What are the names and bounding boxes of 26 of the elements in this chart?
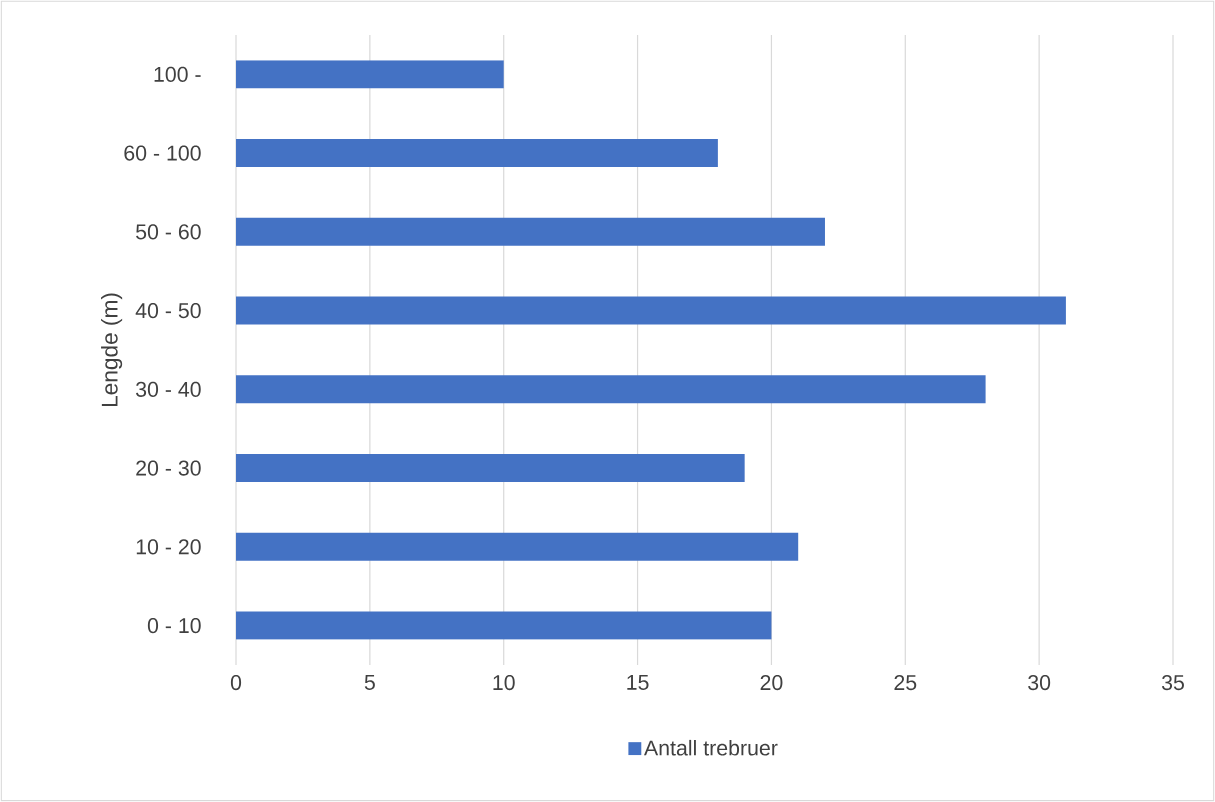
- x-tick-label: 10: [493, 675, 515, 691]
- y-tick-label: 50 - 60: [136, 224, 201, 240]
- x-tick-label: 0: [230, 675, 242, 691]
- bar: [236, 532, 799, 561]
- y-tick-label: 100 -: [154, 66, 201, 82]
- x-tick-label: 15: [627, 675, 649, 690]
- y-tick-label: 20 - 30: [136, 460, 201, 476]
- bar: [236, 454, 745, 483]
- y-tick-label: 0 - 10: [147, 618, 201, 634]
- bar: [236, 217, 825, 246]
- y-tick-label: 30 - 40: [136, 381, 201, 397]
- bar: [236, 296, 1066, 325]
- bar: [236, 139, 718, 168]
- x-tick-label: 25: [894, 675, 917, 691]
- bar: [236, 611, 772, 640]
- bar: [236, 375, 986, 404]
- x-tick-label: 20: [760, 675, 783, 691]
- legend-label: Antall trebruer: [644, 739, 778, 756]
- y-tick-label: 60 - 100: [124, 145, 201, 161]
- bar: [236, 60, 504, 89]
- y-tick-label: 40 - 50: [135, 303, 201, 319]
- x-tick-label: 5: [364, 675, 375, 690]
- y-tick-label: 10 - 20: [136, 539, 201, 555]
- x-tick-label: 30: [1028, 675, 1051, 691]
- y-axis-title: Lengde (m): [101, 293, 123, 407]
- x-tick-label: 35: [1161, 675, 1184, 691]
